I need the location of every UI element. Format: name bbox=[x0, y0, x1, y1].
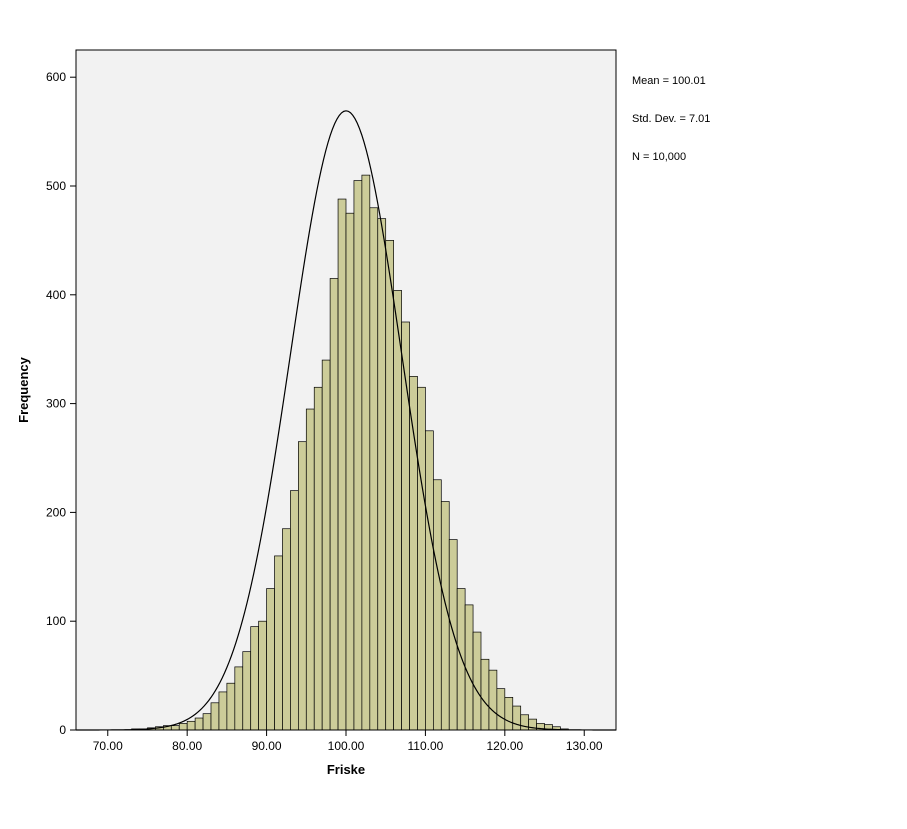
histogram-bar bbox=[227, 683, 235, 730]
histogram-bar bbox=[417, 387, 425, 730]
histogram-bar bbox=[489, 670, 497, 730]
y-tick-label: 500 bbox=[46, 179, 66, 193]
y-tick-label: 0 bbox=[59, 723, 66, 737]
x-tick-label: 80.00 bbox=[172, 739, 202, 753]
stats-box: Mean = 100.01 Std. Dev. = 7.01 N = 10,00… bbox=[632, 50, 710, 189]
histogram-bar bbox=[179, 723, 187, 730]
histogram-bar bbox=[481, 659, 489, 730]
x-tick-label: 70.00 bbox=[93, 739, 123, 753]
histogram-bar bbox=[219, 692, 227, 730]
x-tick-label: 130.00 bbox=[566, 739, 603, 753]
histogram-bar bbox=[505, 697, 513, 730]
histogram-bar bbox=[259, 621, 267, 730]
y-tick-label: 600 bbox=[46, 70, 66, 84]
stats-sd: Std. Dev. = 7.01 bbox=[632, 113, 710, 126]
histogram-bar bbox=[346, 213, 354, 730]
histogram-bar bbox=[473, 632, 481, 730]
histogram-bar bbox=[354, 181, 362, 730]
y-axis-label: Frequency bbox=[16, 356, 31, 423]
histogram-bar bbox=[290, 491, 298, 730]
histogram-bar bbox=[457, 589, 465, 730]
histogram-bar bbox=[211, 703, 219, 730]
histogram-bar bbox=[378, 219, 386, 730]
histogram-bar bbox=[235, 667, 243, 730]
histogram-bar bbox=[330, 278, 338, 730]
histogram-chart: 70.00 80.00 90.00 100.00 110.00 120.00 130.00 F… bbox=[0, 0, 907, 829]
histogram-bar bbox=[386, 240, 394, 730]
histogram-bar bbox=[497, 689, 505, 730]
histogram-bar bbox=[267, 589, 275, 730]
x-tick-label: 110.00 bbox=[408, 739, 444, 753]
histogram-bar bbox=[362, 175, 370, 730]
y-tick-label: 400 bbox=[46, 288, 66, 302]
histogram-bar bbox=[251, 627, 259, 730]
histogram-bar bbox=[425, 431, 433, 730]
y-tick-label: 200 bbox=[46, 505, 66, 519]
x-tick-label: 90.00 bbox=[252, 739, 282, 753]
histogram-bar bbox=[171, 726, 179, 730]
histogram-bar bbox=[433, 480, 441, 730]
histogram-bar bbox=[322, 360, 330, 730]
histogram-bar bbox=[282, 529, 290, 730]
histogram-bar bbox=[275, 556, 283, 730]
y-tick-label: 300 bbox=[46, 397, 66, 411]
y-tick-label: 100 bbox=[46, 614, 66, 628]
histogram-bar bbox=[370, 208, 378, 730]
histogram-bar bbox=[298, 442, 306, 730]
histogram-bar bbox=[338, 199, 346, 730]
x-axis-label: Friske bbox=[327, 762, 365, 777]
stats-mean: Mean = 100.01 bbox=[632, 75, 710, 88]
histogram-bar bbox=[306, 409, 314, 730]
histogram-bar bbox=[243, 652, 251, 730]
histogram-bar bbox=[314, 387, 322, 730]
chart-stage: 70.00 80.00 90.00 100.00 110.00 120.00 130.00 F… bbox=[0, 0, 907, 829]
histogram-bar bbox=[195, 718, 203, 730]
histogram-bar bbox=[521, 715, 529, 730]
y-axis: 0 100 200 300 400 500 600 bbox=[46, 70, 76, 737]
histogram-bar bbox=[394, 290, 402, 730]
histogram-bar bbox=[187, 721, 195, 730]
x-axis: 70.00 80.00 90.00 100.00 110.00 120.00 130.00 bbox=[93, 730, 603, 753]
histogram-bar bbox=[203, 714, 211, 730]
x-tick-label: 120.00 bbox=[486, 739, 523, 753]
stats-n: N = 10,000 bbox=[632, 151, 710, 164]
histogram-bar bbox=[513, 706, 521, 730]
histogram-bar bbox=[465, 605, 473, 730]
x-tick-label: 100.00 bbox=[328, 739, 365, 753]
